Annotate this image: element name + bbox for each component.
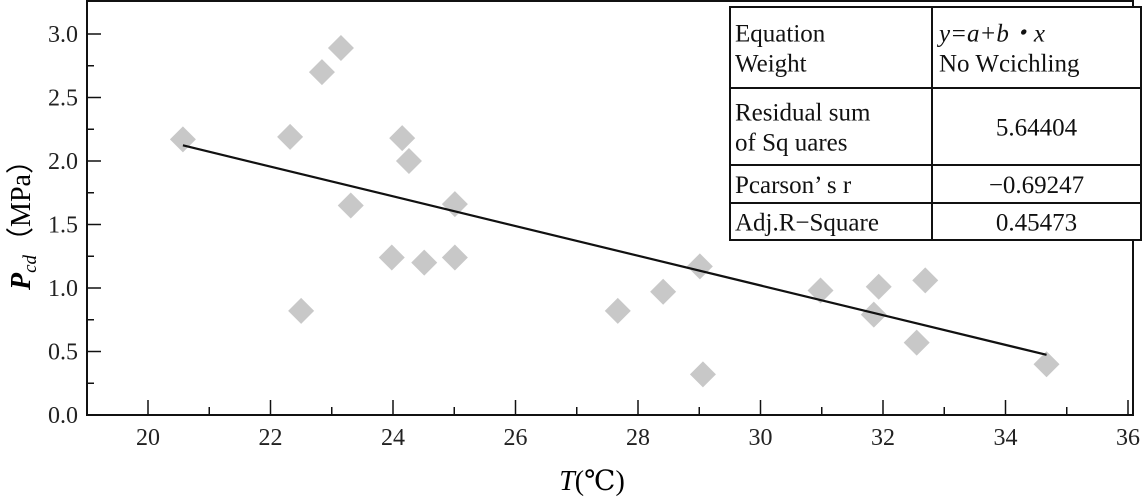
data-marks xyxy=(169,34,1060,388)
y-tick-label: 1.5 xyxy=(48,213,78,239)
data-point xyxy=(337,192,364,219)
data-point xyxy=(686,253,713,280)
table-value: y=a+b・x No Wcichling xyxy=(936,21,1080,78)
data-point xyxy=(903,329,930,356)
table-value: 0.45473 xyxy=(996,210,1077,237)
stats-table: Equation Weight y=a+b・x No Wcichling Residua… xyxy=(729,6,1142,241)
data-point xyxy=(389,125,416,152)
table-label: Residual sum of Sq uares xyxy=(735,100,871,157)
x-tick-label: 28 xyxy=(626,425,650,451)
table-label: Pcarson’ s r xyxy=(735,172,852,199)
data-point xyxy=(650,278,677,305)
data-point xyxy=(411,249,438,276)
x-tick-label: 24 xyxy=(381,425,405,451)
y-tick-label: 2.5 xyxy=(48,86,78,112)
data-point xyxy=(689,361,716,388)
x-axis-label: T(℃) xyxy=(559,466,625,497)
data-point xyxy=(395,148,422,174)
y-tick-label: 0.0 xyxy=(48,403,78,429)
y-tick-label: 3.0 xyxy=(48,22,78,48)
table-frame xyxy=(729,6,1142,241)
y-axis-label: Pcd（MPa） xyxy=(5,146,41,291)
x-tick-label: 22 xyxy=(259,425,283,451)
table-value: 5.64404 xyxy=(996,115,1078,142)
x-tick-label: 34 xyxy=(994,425,1018,451)
data-point xyxy=(1033,351,1060,378)
table-value: −0.69247 xyxy=(989,172,1084,199)
y-tick-label: 2.0 xyxy=(48,149,78,175)
data-point xyxy=(441,244,468,271)
x-tick-label: 30 xyxy=(749,425,773,451)
fit-line xyxy=(182,144,1047,356)
x-tick-label: 32 xyxy=(871,425,895,451)
table-label: Adj.R−Square xyxy=(735,210,879,237)
data-point xyxy=(327,34,354,61)
y-axis: 0.0 0.5 1.0 1.5 2.0 2.5 3.0 xyxy=(48,22,101,429)
data-point xyxy=(865,273,892,300)
data-point xyxy=(378,244,405,271)
x-tick-label: 20 xyxy=(136,425,160,451)
y-tick-label: 0.5 xyxy=(48,340,78,366)
data-point xyxy=(604,297,631,324)
data-point xyxy=(807,277,834,304)
y-tick-label: 1.0 xyxy=(48,276,78,302)
data-point xyxy=(308,59,335,86)
data-point xyxy=(860,301,887,328)
x-axis: 20 22 24 26 28 30 32 34 36 xyxy=(136,400,1140,451)
data-point xyxy=(288,297,315,324)
x-tick-label: 36 xyxy=(1116,425,1140,451)
data-point xyxy=(912,267,939,294)
x-tick-label: 26 xyxy=(504,425,528,451)
table-label: Equation Weight xyxy=(735,21,826,78)
data-point xyxy=(277,123,304,150)
